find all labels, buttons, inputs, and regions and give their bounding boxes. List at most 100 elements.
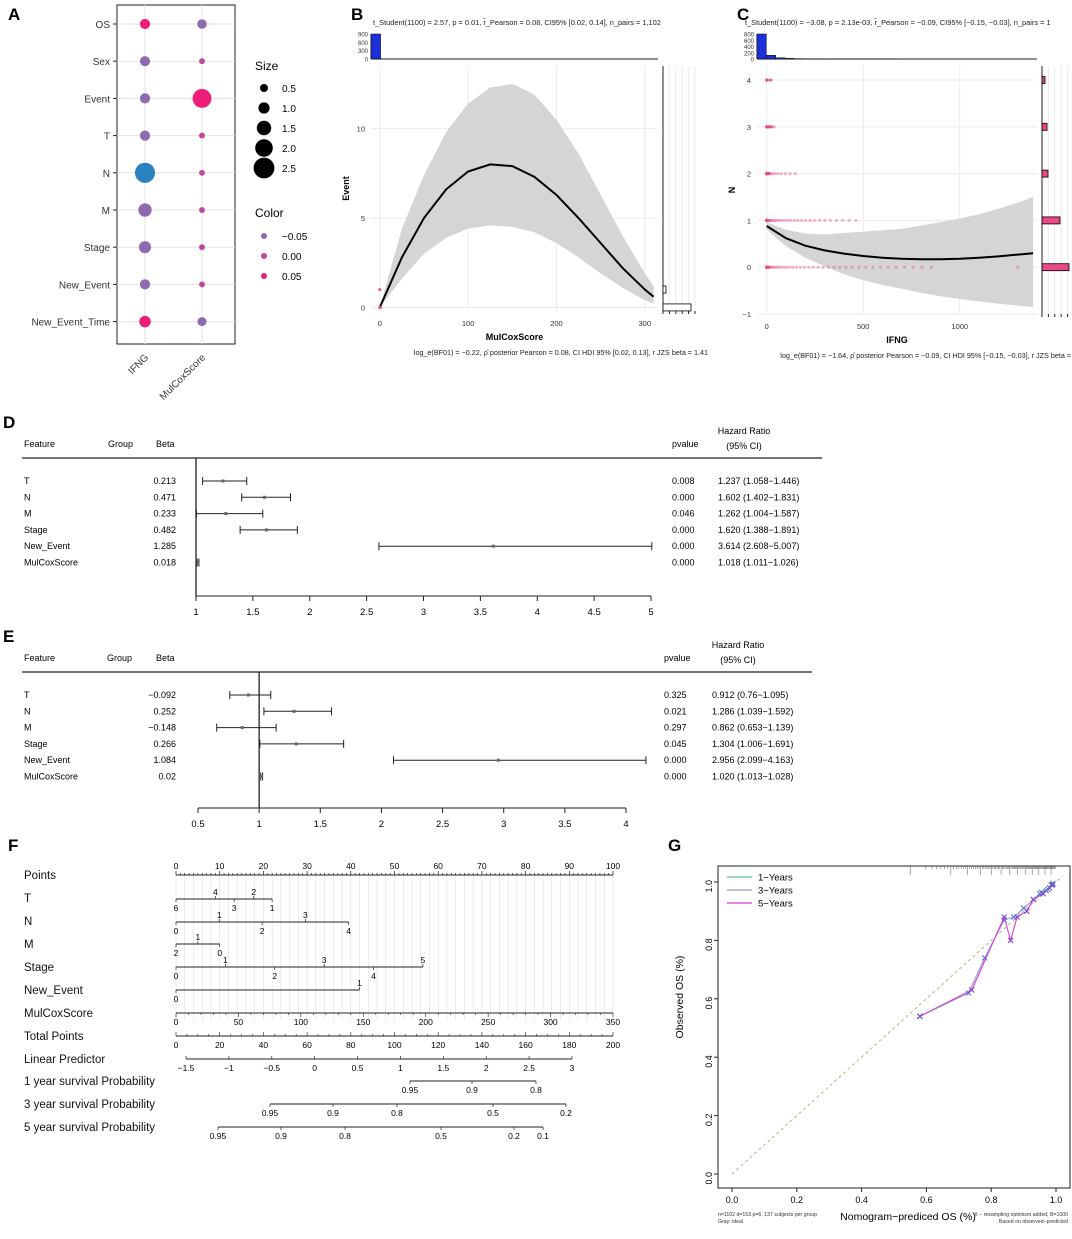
x-tick: 4 <box>535 607 540 618</box>
color-legend-dot <box>261 233 267 239</box>
ideal-line <box>731 875 1063 1175</box>
data-point <box>813 218 817 223</box>
calibration-point <box>1030 896 1037 903</box>
dot-point <box>199 169 205 176</box>
y-tick: 1 <box>747 216 751 225</box>
margin-bar <box>1041 263 1070 272</box>
hist-tick: 900 <box>358 33 369 39</box>
survival-tick: 0.8 <box>339 1131 351 1141</box>
y-tick: 4 <box>747 76 751 85</box>
row-hazard-ratio: 1.620 (1.388−1.891) <box>718 525 799 535</box>
scale-tick: 0 <box>174 971 179 981</box>
row-pvalue: 0.021 <box>664 706 687 716</box>
row-feature: New_Event <box>24 541 71 551</box>
hr-point <box>292 709 296 713</box>
row-label: Sex <box>93 57 110 68</box>
data-point <box>768 265 773 269</box>
x-tick: 0.2 <box>791 1195 804 1205</box>
row-hazard-ratio: 1.602 (1.402−1.831) <box>718 492 799 502</box>
mulcox-tick: 350 <box>606 1017 620 1027</box>
size-legend-title: Size <box>255 59 279 73</box>
header-pvalue: pvalue <box>672 439 699 449</box>
hist-bar <box>784 58 795 60</box>
panel-letter-b: B <box>351 5 363 24</box>
data-point <box>902 265 907 269</box>
mulcox-tick: 200 <box>419 1017 433 1027</box>
mulcox-tick: 300 <box>543 1017 557 1027</box>
total-tick: 40 <box>259 1040 269 1050</box>
data-point <box>816 265 820 269</box>
size-legend-dot <box>253 157 275 179</box>
data-point <box>769 125 774 129</box>
data-point <box>789 218 793 223</box>
calibration-line <box>919 884 1054 1017</box>
row-label: New_Event <box>59 280 110 291</box>
hist-tick: 300 <box>358 49 369 55</box>
row-hazard-ratio: 3.614 (2.608−5.007) <box>718 541 799 551</box>
color-legend-dot <box>261 253 267 259</box>
data-point <box>765 218 769 223</box>
calibration-point <box>1001 914 1008 920</box>
data-point <box>792 218 796 223</box>
hr-point <box>262 495 266 499</box>
data-point <box>783 172 787 176</box>
scale-tick: 1 <box>217 910 222 920</box>
x-tick: 1000 <box>951 322 968 331</box>
size-legend-dot <box>256 120 272 136</box>
survival-tick: 0.5 <box>435 1131 447 1141</box>
lp-tick: 2 <box>484 1063 489 1073</box>
plot-frame <box>717 865 1071 1189</box>
points-tick: 90 <box>565 861 575 871</box>
nomogram-row-label: Total Points <box>24 1031 84 1043</box>
footnote-left: n=1102 d=153 p=6, 137 subjects per group <box>718 1212 817 1218</box>
dot-point <box>199 244 205 251</box>
row-hazard-ratio: 0.862 (0.653−1.139) <box>712 723 793 733</box>
data-point <box>818 218 822 223</box>
nomogram-row-label: MulCoxScore <box>24 1008 93 1020</box>
dot-point <box>199 207 205 213</box>
lp-tick: 3 <box>570 1063 575 1073</box>
data-point <box>770 218 774 223</box>
data-point <box>767 218 771 223</box>
scale-tick: 6 <box>174 903 179 913</box>
col-label: IFNG <box>126 352 151 377</box>
x-axis-label: IFNG <box>886 335 908 345</box>
row-feature: T <box>24 476 30 486</box>
size-legend-label: 1.5 <box>282 124 296 135</box>
footnote-right: Based on observed−predicted <box>999 1219 1068 1225</box>
row-beta: 1.084 <box>153 755 176 765</box>
y-axis-label: N <box>727 187 737 194</box>
margin-bar <box>662 303 692 312</box>
scale-tick: 3 <box>232 903 237 913</box>
row-beta: 0.252 <box>153 706 176 716</box>
legend-label: 5−Years <box>758 899 793 910</box>
survival-tick: 0.2 <box>508 1131 520 1141</box>
footnote-left: Gray: ideal <box>718 1219 743 1225</box>
x-tick: 3 <box>421 607 426 618</box>
header-pvalue: pvalue <box>664 653 691 663</box>
size-legend-dot <box>255 139 273 157</box>
data-point <box>782 265 786 269</box>
x-tick: 100 <box>462 319 475 328</box>
data-point <box>378 287 382 292</box>
points-tick: 10 <box>215 861 225 871</box>
scale-tick: 3 <box>322 955 327 965</box>
size-legend-label: 1.0 <box>282 104 296 115</box>
survival-tick: 0.9 <box>327 1108 339 1118</box>
x-axis-label: Nomogram−prediced OS (%) <box>840 1211 976 1223</box>
row-beta: 0.471 <box>153 492 176 502</box>
size-legend-dot <box>258 102 270 114</box>
data-point <box>800 218 804 223</box>
data-point <box>811 265 815 269</box>
stats-subtitle: t_Student(1100) = 2.57, p = 0.01, r̂_Pea… <box>373 18 661 27</box>
lp-tick: −1.5 <box>178 1063 195 1073</box>
x-tick: 1.5 <box>246 607 259 618</box>
data-point <box>840 218 845 223</box>
color-legend-dot <box>261 273 267 279</box>
hr-point <box>260 775 264 778</box>
data-point <box>785 265 789 269</box>
nomogram-row-label: Stage <box>24 962 54 974</box>
data-point <box>769 218 773 223</box>
data-point <box>838 265 842 269</box>
lp-tick: 0 <box>312 1063 317 1073</box>
